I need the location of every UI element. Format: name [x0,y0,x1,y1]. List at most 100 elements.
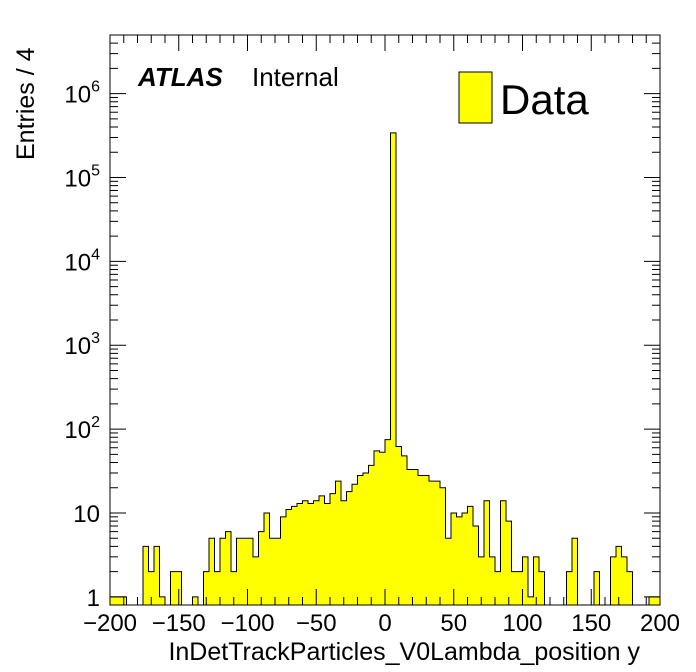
histogram-bin [115,596,121,605]
histogram-bin [203,571,209,605]
histogram-bin [258,531,264,605]
histogram-bin [341,500,347,605]
histogram-bin [319,495,325,605]
histogram-bin [654,596,660,605]
histogram-bin [368,465,374,605]
histogram-bin [154,546,160,605]
histogram-bin [253,556,259,605]
histogram-bin [313,500,319,605]
histogram-bin [434,481,440,605]
histogram-bin [308,503,314,605]
histogram-bin [440,487,446,605]
histogram-bin [478,556,484,605]
histogram-bin [143,546,149,605]
histogram-bin [225,531,231,605]
histogram-bin [357,475,363,605]
atlas-label: ATLAS [137,62,223,92]
histogram-bin [451,512,457,605]
histogram-bin [511,571,517,605]
histogram-bin [423,475,429,605]
y-tick-label: 10 [73,501,100,528]
x-tick-label: −150 [152,610,206,637]
y-tick-label: 104 [64,246,100,276]
histogram-bin [462,512,468,605]
histogram-bin [528,596,534,605]
histogram-bin [401,455,407,605]
histogram-bin [297,503,303,605]
atlas-sublabel: Internal [252,62,339,92]
histogram-bin [231,571,237,605]
histogram-bin [566,571,572,605]
histogram-bin [539,571,545,605]
histogram-bin [280,516,286,605]
histogram-bin [610,556,616,605]
histogram-bin [467,506,473,605]
histogram-bin [291,506,297,605]
x-tick-label: −200 [83,610,137,637]
y-tick-label: 1 [87,585,100,612]
histogram-bin [209,538,215,605]
histogram-bin [110,596,116,605]
histogram-bin [445,538,451,605]
histogram-bin [330,493,336,605]
histogram-bin [627,571,633,605]
histogram-bin [247,538,253,605]
histogram-bin [489,556,495,605]
x-tick-label: −100 [220,610,274,637]
y-tick-label: 106 [64,79,100,109]
x-tick-label: −50 [296,610,337,637]
histogram-bin [148,571,154,605]
histogram-bin [363,472,369,605]
histogram-bin [176,571,182,605]
legend-swatch [458,71,493,124]
histogram-bin [649,596,655,605]
x-tick-label: 150 [571,610,611,637]
histogram-bin [374,450,380,605]
histogram-bin [159,596,165,605]
plot-frame [109,34,661,606]
histogram-bin [275,538,281,605]
histogram-bin [456,516,462,605]
histogram-bin [407,469,413,605]
x-axis-label: InDetTrackParticles_V0Lambda_position y [168,638,640,666]
y-tick-label: 102 [64,414,100,444]
y-axis-label: Entries / 4 [12,47,40,160]
histogram-bin [418,475,424,605]
histogram-bin [220,538,226,605]
histogram-bin [352,484,358,605]
histogram-bin [517,571,523,605]
x-tick-label: 0 [378,610,391,637]
histogram-bin [533,556,539,605]
histogram-bin [385,439,391,605]
histogram-bin [390,132,396,605]
histogram-bin [484,500,490,605]
histogram-bin [621,556,627,605]
legend-entry-data: Data [500,76,589,123]
histogram-bin [495,571,501,605]
histogram-bin [242,538,248,605]
histogram-bin [192,596,198,605]
histogram-bin [616,546,622,605]
histogram-bin [324,503,330,605]
histogram-bin [522,556,528,605]
histogram-bin [335,481,341,605]
legend: Data [458,71,589,124]
histogram-layer [110,132,660,606]
histogram-bin [473,525,479,605]
histogram-bin [269,538,275,605]
histogram-bin [302,500,308,605]
histogram-bin [506,521,512,605]
histogram-bin [214,571,220,605]
x-tick-labels: −200 −150 −100 −50 0 50 100 150 200 [83,610,680,637]
y-tick-label: 105 [64,163,100,193]
histogram-bin [594,571,600,605]
x-tick-label: 200 [640,610,680,637]
y-tick-labels: 1 10 102 103 104 105 106 [64,79,100,612]
histogram-bin [264,512,270,605]
histogram-bin [500,500,506,605]
histogram-bin [346,491,352,605]
histogram-bin [170,571,176,605]
axis-ticks [109,34,661,605]
histogram-bin [412,469,418,605]
